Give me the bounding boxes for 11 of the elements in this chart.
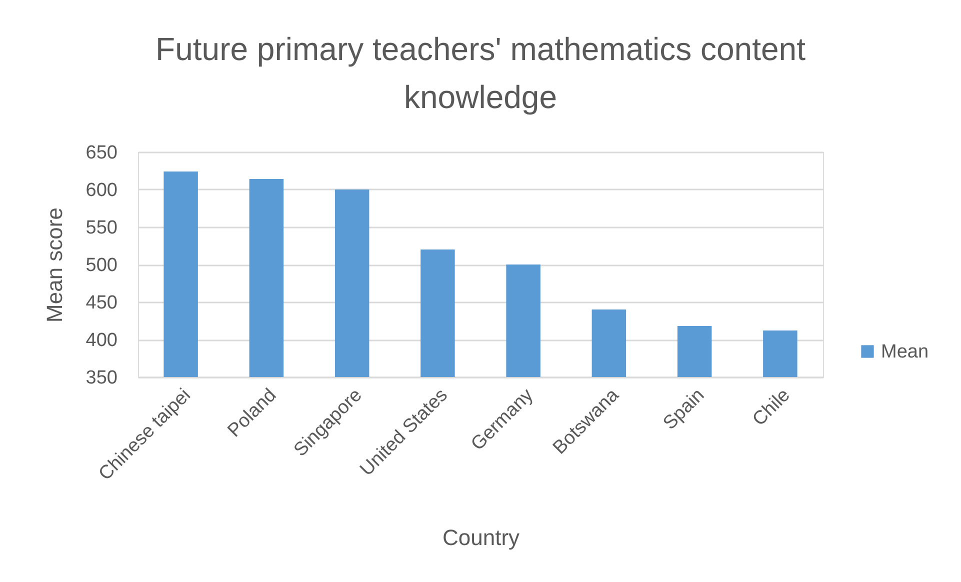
- y-tick-label: 350: [86, 368, 118, 388]
- chart-title: Future primary teachers' mathematics content knowledge: [156, 31, 806, 115]
- x-axis-title: Country: [442, 525, 520, 550]
- y-tick-label: 550: [86, 218, 118, 238]
- y-tick-label: 450: [86, 292, 118, 314]
- legend-label: Mean: [881, 342, 929, 362]
- y-tick-label: 500: [86, 255, 118, 276]
- y-axis-title: Mean score: [42, 208, 67, 322]
- y-tick-label: 650: [86, 142, 118, 164]
- y-tick-label: 600: [86, 180, 118, 201]
- y-tick-label: 400: [86, 330, 118, 351]
